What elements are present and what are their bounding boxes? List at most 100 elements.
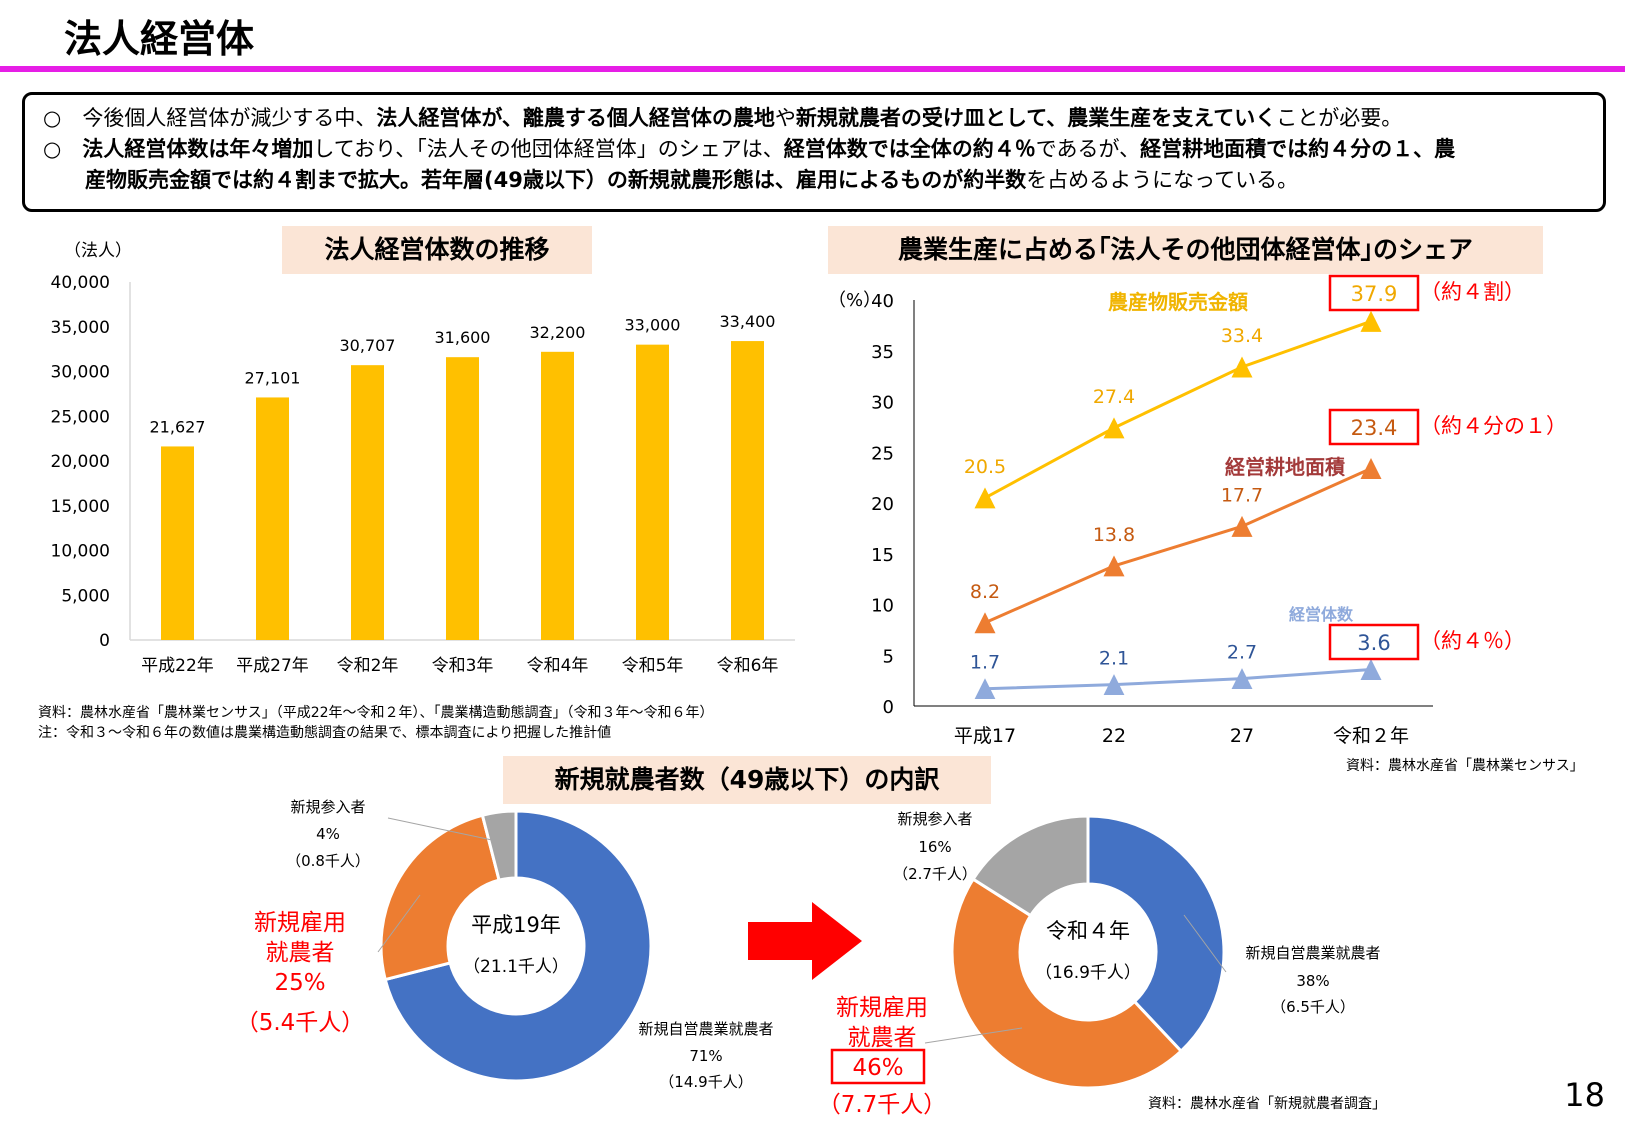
callout-value: 23.4	[1351, 416, 1398, 440]
pie-label-count: （5.4千人）	[236, 1010, 365, 1036]
line-x-tick-label: 22	[1102, 725, 1126, 747]
pie-center-subtitle: （21.1千人）	[463, 957, 569, 977]
line-point-label: 1.7	[970, 652, 1000, 674]
pie-label-name: 新規自営農業就農者	[638, 1020, 773, 1038]
line-point-label: 2.7	[1227, 642, 1257, 664]
line-point-label: 33.4	[1221, 325, 1263, 347]
pie-label-count: （0.8千人）	[286, 852, 370, 870]
pie-leader-line	[1183, 914, 1227, 973]
pie-label-count: （2.7千人）	[893, 865, 977, 883]
callout-box	[1328, 274, 1420, 312]
pie-slice	[1086, 814, 1226, 1054]
page-number: 18	[1564, 1076, 1605, 1114]
bar-y-tick-label: 0	[99, 631, 110, 651]
arrow-right-icon	[748, 902, 862, 980]
bar-chart-source: 資料：農林水産省「農林業センサス」（平成22年～令和２年）、「農業構造動態調査」…	[38, 705, 714, 721]
page-title: 法人経営体	[64, 17, 255, 61]
bar-value-label: 27,101	[245, 368, 301, 387]
pie-slice	[971, 814, 1090, 918]
bar-category-label: 令和3年	[432, 656, 494, 676]
bar-value-label: 33,400	[720, 312, 776, 331]
summary-box: ○ 今後個人経営体が減少する中、法人経営体が、離農する個人経営体の農地や新規就農…	[22, 92, 1606, 212]
summary-line-1: ○ 今後個人経営体が減少する中、法人経営体が、離農する個人経営体の農地や新規就農…	[43, 103, 1583, 134]
summary-text-segment: や	[774, 106, 796, 130]
summary-text-segment: ことが必要。	[1276, 106, 1403, 130]
bar-value-label: 32,200	[530, 323, 586, 342]
bar	[541, 351, 574, 640]
bar-y-tick-label: 40,000	[51, 273, 110, 293]
pie-label-pct: 46%	[852, 1055, 903, 1081]
new-farmers-header: 新規就農者数（49歳以下）の内訳	[503, 756, 991, 804]
series-name-area: 経営耕地面積	[1225, 455, 1346, 479]
summary-text-segment: 産物販売金額では約４割まで拡大。若年層(49歳以下）の新規就農形態は、雇用による…	[85, 168, 1027, 192]
bar	[351, 365, 384, 640]
pie-label-pct: 38%	[1296, 972, 1329, 990]
line-y-tick-label: 35	[871, 342, 894, 363]
bar-category-label: 令和5年	[622, 656, 684, 676]
bar-y-axis-label: （法人）	[64, 241, 132, 261]
pie-center-title: 平成19年	[471, 913, 561, 937]
bar	[636, 344, 669, 640]
bar-y-tick-label: 35,000	[51, 318, 110, 338]
pie-slice	[480, 809, 518, 882]
pie-slice	[950, 877, 1184, 1090]
pie-leader-line	[387, 817, 493, 841]
callout-note: （約４分の１）	[1420, 414, 1567, 438]
line-y-tick-label: 10	[871, 596, 894, 617]
summary-text-segment: 経営耕地面積では約４分の１、農	[1140, 137, 1456, 161]
pie-leader-line	[924, 1027, 1023, 1044]
share-chart-source: 資料：農林水産省「農林業センサス」	[1346, 758, 1584, 774]
pie-label-name: 新規参入者	[897, 810, 972, 828]
pie-label-name-2: 就農者	[266, 940, 335, 966]
summary-line-2: ○ 法人経営体数は年々増加しており、「法人その他団体経営体」のシェアは、経営体数…	[43, 134, 1583, 165]
bar-category-label: 令和2年	[337, 656, 399, 676]
bar-y-tick-label: 10,000	[51, 542, 110, 562]
line-x-tick-label: 27	[1230, 725, 1254, 747]
bar-value-label: 31,600	[435, 328, 491, 347]
summary-text-segment: 新規就農者の受け皿として、農業生産を支えていく	[795, 106, 1277, 130]
line-point-label: 2.1	[1099, 648, 1129, 670]
pie-chart-source: 資料：農林水産省「新規就農者調査」	[1148, 1096, 1386, 1112]
line-y-tick-label: 0	[883, 697, 894, 718]
line-y-axis-label: （%）	[828, 290, 881, 311]
bar-y-tick-label: 15,000	[51, 497, 110, 517]
bar-category-label: 令和4年	[527, 656, 589, 676]
line-y-tick-label: 30	[871, 393, 894, 414]
bar-value-label: 33,000	[625, 316, 681, 335]
line-y-tick-label: 40	[871, 291, 894, 312]
callout-value: 37.9	[1351, 282, 1398, 306]
line-series	[974, 658, 1382, 700]
summary-text-segment: 法人経営体が、離農する個人経営体の農地	[376, 106, 775, 130]
bar-value-label: 30,707	[340, 336, 396, 355]
bar-y-tick-label: 20,000	[51, 452, 110, 472]
bar	[161, 446, 194, 640]
pie-center-subtitle: （16.9千人）	[1035, 963, 1141, 983]
bar-category-label: 令和6年	[717, 656, 779, 676]
line-point-label: 20.5	[964, 456, 1006, 478]
share-chart-header: 農業生産に占める｢法人その他団体経営体｣のシェア	[828, 226, 1543, 274]
series-name-sales: 農産物販売金額	[1108, 290, 1248, 314]
bar-y-tick-label: 25,000	[51, 407, 110, 427]
line-chart: （%） 0 5 10 15 20 25 30 35 40 平成17 22 27 令和２年 20.5 27.4 3…	[828, 274, 1567, 747]
callout-box	[1328, 408, 1420, 446]
summary-text-segment: であるが、	[1035, 137, 1141, 161]
pie-label-name-2: 就農者	[848, 1025, 917, 1051]
pie-label-pct: 25%	[274, 970, 325, 996]
pie-label-count: （7.7千人）	[818, 1092, 947, 1118]
summary-text-segment: 法人経営体数は年々増加	[82, 137, 314, 161]
pie-label-name-1: 新規雇用	[254, 910, 346, 936]
line-x-tick-label: 令和２年	[1333, 725, 1409, 747]
pie-label-count: （14.9千人）	[659, 1073, 752, 1091]
title-rule	[0, 66, 1625, 72]
bar-value-label: 21,627	[150, 417, 206, 436]
callout-note: （約４割）	[1420, 280, 1525, 304]
line-point-label: 17.7	[1221, 484, 1263, 506]
pie-label-pct: 71%	[689, 1047, 722, 1065]
bar-category-label: 平成27年	[236, 656, 309, 676]
bar	[256, 397, 289, 640]
line-point-label: 13.8	[1093, 524, 1135, 546]
line-series	[974, 457, 1382, 634]
summary-text-segment: ○	[43, 137, 83, 161]
